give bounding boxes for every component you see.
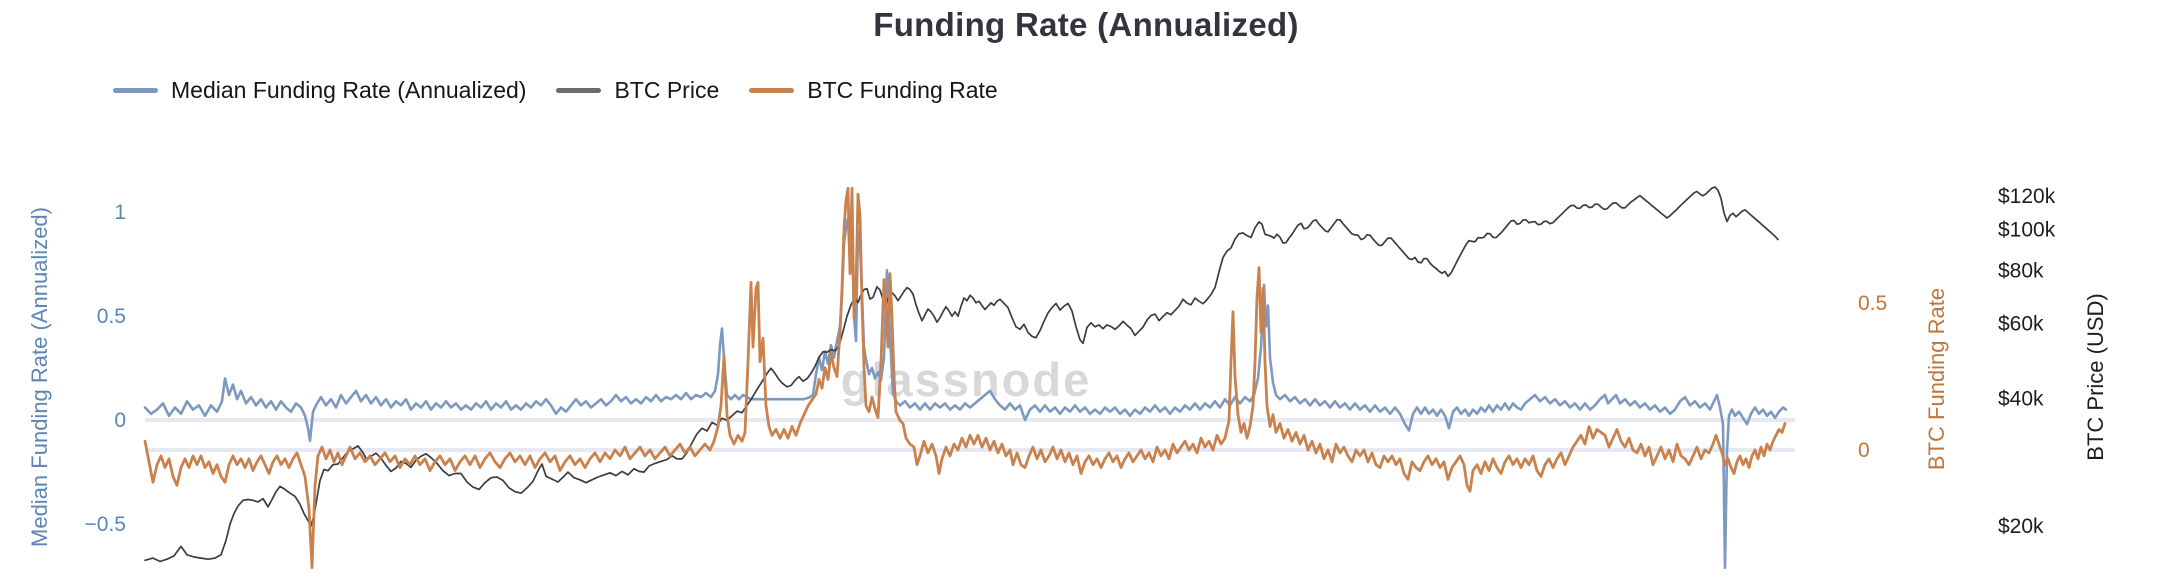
btc-price-axis-tick: $100k [1998,219,2056,242]
legend: Median Funding Rate (Annualized) BTC Pri… [113,77,998,104]
btc-price-axis-title: BTC Price (USD) [2083,293,2108,460]
btc-price-swatch-icon [556,88,602,93]
btc-price-axis-tick: $20k [1998,515,2044,538]
btc-funding-axis-title: BTC Funding Rate [1924,288,1949,470]
left-axis-tick: −0.5 [85,513,126,536]
left-axis-ticks: 1 0.5 0 −0.5 [85,201,126,536]
btc-price-axis-tick: $80k [1998,260,2044,283]
series-line-btc-price[interactable] [144,186,1779,563]
btc-price-axis-tick: $120k [1998,185,2056,208]
chart-title: Funding Rate (Annualized) [873,6,1299,43]
legend-label: Median Funding Rate (Annualized) [171,77,527,103]
legend-item-btc-price[interactable]: BTC Price [556,77,719,104]
legend-item-median-funding-rate[interactable]: Median Funding Rate (Annualized) [113,77,526,104]
series-line-btc-funding-rate[interactable] [143,186,1787,569]
btc-funding-rate-swatch-icon [749,88,795,93]
left-axis-tick: 1 [114,201,126,224]
left-axis-tick: 0 [114,409,126,432]
legend-item-btc-funding-rate[interactable]: BTC Funding Rate [749,77,998,104]
left-axis-title: Median Funding Rate (Annualized) [27,207,52,547]
btc-funding-axis-tick: 0 [1858,439,1870,462]
legend-label: BTC Funding Rate [807,77,998,103]
left-axis-tick: 0.5 [97,305,126,328]
gridlines [145,418,1795,452]
legend-label: BTC Price [614,77,720,103]
btc-price-axis-tick: $60k [1998,313,2044,336]
btc-funding-axis-ticks: 0.50 [1858,292,1887,462]
btc-funding-axis-tick: 0.5 [1858,292,1887,315]
median-funding-rate-swatch-icon [113,88,158,93]
btc-price-axis-tick: $40k [1998,387,2044,410]
series-line-median-funding-rate-annualized-[interactable] [143,216,1788,570]
btc-price-axis-ticks: $120k $100k $80k $60k $40k $20k [1998,185,2056,538]
